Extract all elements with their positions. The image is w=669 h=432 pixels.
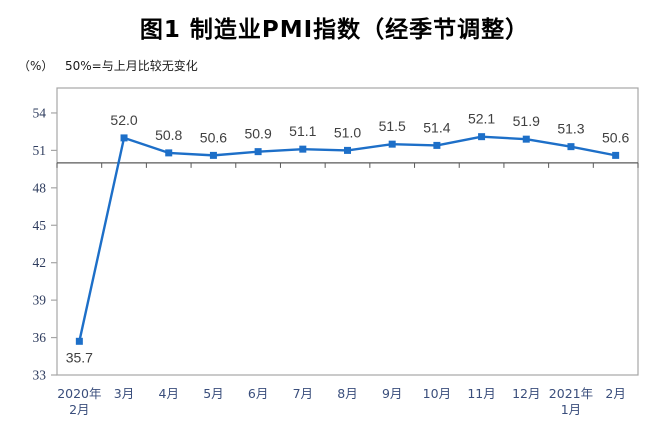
y-axis-tick-label: 39 <box>33 293 47 308</box>
data-point-label: 50.6 <box>602 129 629 145</box>
y-axis-unit-label: （%） <box>18 59 54 73</box>
data-point-marker <box>299 145 307 153</box>
x-axis-category-label: 12月 <box>512 386 540 401</box>
x-axis-category-label: 4月 <box>159 386 179 401</box>
data-point-marker <box>254 148 262 156</box>
y-axis-tick-label: 48 <box>33 180 47 195</box>
x-axis-category-label: 10月 <box>423 386 451 401</box>
data-point-label: 50.8 <box>155 127 182 143</box>
data-point-label: 51.1 <box>289 123 316 139</box>
y-axis-tick-label: 33 <box>33 368 47 383</box>
x-axis-category-label: 2月 <box>69 402 89 417</box>
x-axis-category-label: 3月 <box>114 386 134 401</box>
data-point-label: 51.4 <box>423 119 450 135</box>
x-axis-category-label: 7月 <box>293 386 313 401</box>
data-point-marker <box>388 140 396 148</box>
y-axis-tick-label: 42 <box>33 255 47 270</box>
x-axis-category-label: 2021年 <box>549 386 593 401</box>
data-point-marker <box>478 133 486 141</box>
x-axis-category-label: 8月 <box>337 386 357 401</box>
data-point-label: 51.9 <box>513 113 540 129</box>
x-axis-category-label: 2020年 <box>57 386 101 401</box>
data-point-label: 51.5 <box>379 118 406 134</box>
data-point-marker <box>567 143 575 151</box>
data-point-label: 50.9 <box>244 126 271 142</box>
pmi-series-line <box>78 135 616 342</box>
y-axis-tick-label: 45 <box>33 218 47 233</box>
chart-title: 图1 制造业PMI指数（经季节调整） <box>139 17 530 43</box>
data-point-label: 50.6 <box>200 129 227 145</box>
data-point-label: 52.0 <box>110 112 137 128</box>
x-axis-category-label: 6月 <box>248 386 268 401</box>
data-point-marker <box>120 134 128 142</box>
x-axis-category-label: 1月 <box>561 402 581 417</box>
data-point-marker <box>75 337 83 345</box>
x-axis-category-label: 11月 <box>467 386 495 401</box>
data-point-label: 52.1 <box>468 111 495 127</box>
data-point-marker <box>209 151 217 159</box>
x-axis-category-label: 2月 <box>605 386 625 401</box>
x-axis-category-label: 9月 <box>382 386 402 401</box>
y-axis-tick-label: 36 <box>33 330 47 345</box>
x-axis-category-label: 5月 <box>203 386 223 401</box>
chart-subtitle-row: （%） 50%=与上月比较无变化 <box>0 57 669 75</box>
data-point-label: 35.7 <box>66 349 93 365</box>
data-point-marker <box>344 146 351 154</box>
data-point-marker <box>522 135 530 143</box>
data-point-marker <box>612 151 620 159</box>
reference-line-note: 50%=与上月比较无变化 <box>65 59 198 73</box>
data-point-marker <box>165 149 173 157</box>
data-point-label: 51.0 <box>334 124 361 140</box>
plot-area-border <box>56 87 639 376</box>
y-axis-tick-label: 51 <box>33 143 47 158</box>
data-point-label: 51.3 <box>557 121 584 137</box>
data-point-marker <box>433 141 441 149</box>
y-axis-tick-label: 54 <box>33 105 47 120</box>
